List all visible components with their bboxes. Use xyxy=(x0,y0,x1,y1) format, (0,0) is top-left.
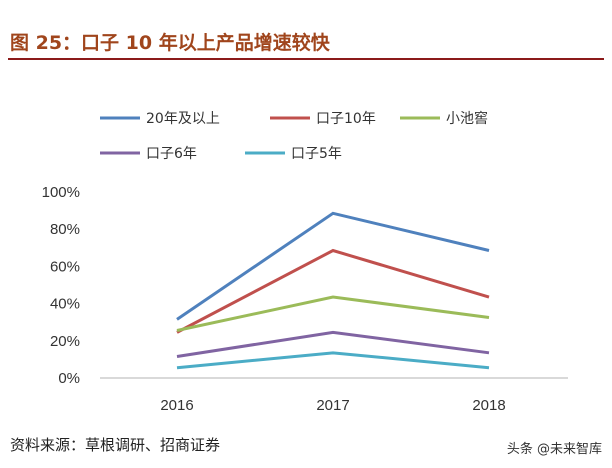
x-tick-label: 2018 xyxy=(472,397,505,414)
title-rule xyxy=(8,58,604,60)
legend-label: 口子6年 xyxy=(146,146,197,162)
watermark: 头条 @未来智库 xyxy=(506,442,602,457)
y-tick-label: 60% xyxy=(50,258,80,275)
series-line xyxy=(176,351,490,370)
x-tick-label: 2017 xyxy=(316,397,349,414)
series-line xyxy=(176,211,490,321)
legend-label: 小池窖 xyxy=(446,110,488,127)
legend-label: 20年及以上 xyxy=(146,111,220,127)
legend-label: 口子5年 xyxy=(291,146,342,162)
source-note: 资料来源：草根调研、招商证券 xyxy=(10,436,221,454)
y-tick-label: 80% xyxy=(50,221,80,238)
y-tick-label: 0% xyxy=(58,370,80,387)
y-tick-label: 100% xyxy=(42,184,80,201)
y-tick-label: 40% xyxy=(50,296,80,313)
y-tick-label: 20% xyxy=(50,333,80,350)
x-tick-label: 2016 xyxy=(160,397,193,414)
legend-label: 口子10年 xyxy=(316,111,376,127)
series-line xyxy=(176,295,490,332)
figure-title: 图 25：口子 10 年以上产品增速较快 xyxy=(10,32,330,54)
